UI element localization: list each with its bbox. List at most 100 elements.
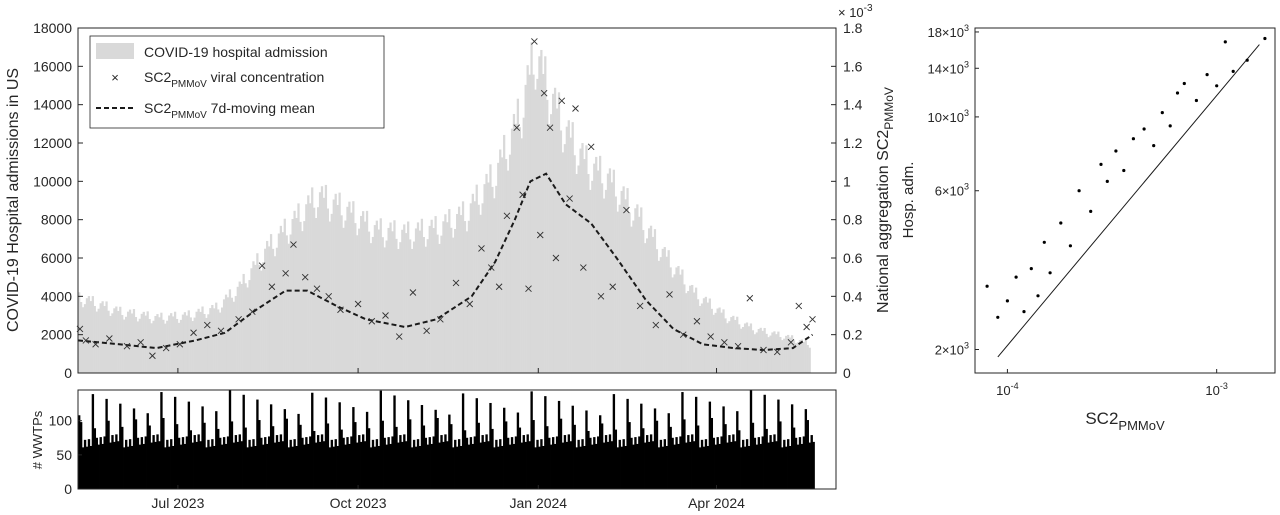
- scatter-point: [1077, 189, 1081, 193]
- admission-bar: [422, 237, 425, 373]
- viral-concentration-point: [137, 339, 144, 346]
- admission-bar: [669, 267, 672, 373]
- wwtp-bar: [640, 403, 643, 489]
- admission-bar: [193, 317, 196, 373]
- admission-bar: [673, 274, 676, 373]
- wwtp-bar: [553, 443, 557, 489]
- admission-bar: [436, 234, 439, 373]
- admission-bar: [254, 264, 257, 373]
- left-tick-label: 12000: [33, 135, 72, 151]
- wwtp-bar: [324, 397, 328, 489]
- wwtp-bar: [591, 444, 594, 489]
- admission-bar: [85, 298, 89, 373]
- admission-bar: [311, 187, 314, 373]
- wwtp-bar: [187, 401, 191, 489]
- admission-bar: [495, 185, 498, 373]
- wwtp-bar: [763, 394, 766, 489]
- wwtp-bar: [83, 439, 87, 489]
- wwtp-bar: [630, 437, 633, 489]
- wwtp-bar: [303, 444, 306, 489]
- admission-bar: [663, 247, 666, 373]
- admission-bar: [399, 242, 402, 373]
- scatter-point: [1168, 124, 1172, 128]
- wwtp-bar: [422, 425, 426, 489]
- admission-bar: [291, 219, 294, 373]
- wwtp-bar: [483, 441, 486, 489]
- admission-bar: [410, 248, 414, 373]
- wwtp-bar: [395, 426, 398, 489]
- wwtp-bar: [334, 439, 337, 489]
- admission-bar: [307, 195, 310, 373]
- wwtp-bar: [561, 442, 565, 489]
- admission-bar: [271, 248, 275, 373]
- viral-concentration-point: [382, 312, 389, 319]
- wwtp-bar: [365, 411, 369, 489]
- scatter-y-tick-label: 2×103: [935, 341, 969, 358]
- admission-bar: [749, 323, 753, 373]
- wwtp-bar: [313, 430, 316, 489]
- admission-bar: [444, 214, 447, 373]
- admission-bar: [467, 220, 471, 373]
- admission-bar: [694, 287, 698, 373]
- admission-bar: [491, 186, 494, 373]
- admission-bar: [579, 148, 582, 373]
- admission-bar: [587, 174, 590, 373]
- admission-bar: [785, 335, 788, 373]
- wwtp-bar: [360, 441, 363, 489]
- wwtp-bar: [499, 439, 502, 489]
- wwtp-bar: [702, 446, 706, 489]
- wwtp-bar: [583, 445, 586, 489]
- wwtp-bar: [420, 405, 424, 489]
- scatter-point: [1245, 58, 1249, 62]
- admission-bar: [93, 306, 96, 373]
- admission-bar: [189, 317, 192, 373]
- wwtp-bar: [546, 426, 549, 489]
- viral-concentration-point: [795, 302, 803, 310]
- wwtp-bar: [125, 439, 128, 489]
- wwtp-bar: [790, 404, 794, 489]
- wwtp-bar: [168, 446, 171, 489]
- wwtp-bar: [571, 405, 574, 489]
- admission-bar: [775, 334, 778, 373]
- wwtp-bar: [730, 441, 733, 489]
- admission-bar: [734, 319, 737, 373]
- wwtp-bar: [381, 420, 384, 489]
- viral-concentration-point: [623, 206, 630, 214]
- scatter-point: [985, 284, 989, 288]
- wwtp-bar: [457, 439, 461, 489]
- viral-concentration-point: [580, 264, 587, 271]
- admission-bar: [675, 267, 678, 373]
- admission-bar: [806, 345, 809, 373]
- wwtp-bar: [242, 394, 245, 489]
- admission-bar: [747, 326, 751, 373]
- fit-line: [997, 44, 1260, 358]
- wwtp-bar: [487, 441, 490, 489]
- wwtp-axis-label: # WWTPs: [30, 410, 45, 469]
- admission-bar: [305, 204, 308, 373]
- admission-bar: [342, 227, 345, 373]
- admission-bar: [497, 162, 500, 373]
- wwtp-bar: [148, 425, 151, 489]
- admission-bar: [264, 248, 267, 373]
- wwtp-bar: [765, 428, 768, 489]
- wwtp-bar: [246, 447, 249, 489]
- wwtp-bar: [503, 407, 506, 489]
- wwtp-bar: [518, 427, 522, 489]
- admission-bar: [693, 292, 696, 373]
- admission-bar: [375, 220, 378, 374]
- viral-concentration-point: [423, 327, 430, 335]
- admission-bar: [426, 239, 429, 373]
- admission-bar: [303, 221, 306, 373]
- wwtp-bar: [226, 436, 230, 489]
- admission-bar: [518, 127, 521, 373]
- admission-bar: [338, 192, 341, 373]
- admission-bar: [796, 342, 800, 373]
- wwtp-bar: [189, 430, 192, 489]
- wwtp-bar: [712, 437, 715, 489]
- viral-concentration-point: [552, 254, 560, 262]
- admission-bar: [757, 329, 760, 373]
- wwtp-bar: [681, 392, 684, 489]
- admission-bar: [103, 306, 106, 373]
- wwtp-bar: [734, 441, 737, 489]
- admission-bar: [405, 233, 408, 373]
